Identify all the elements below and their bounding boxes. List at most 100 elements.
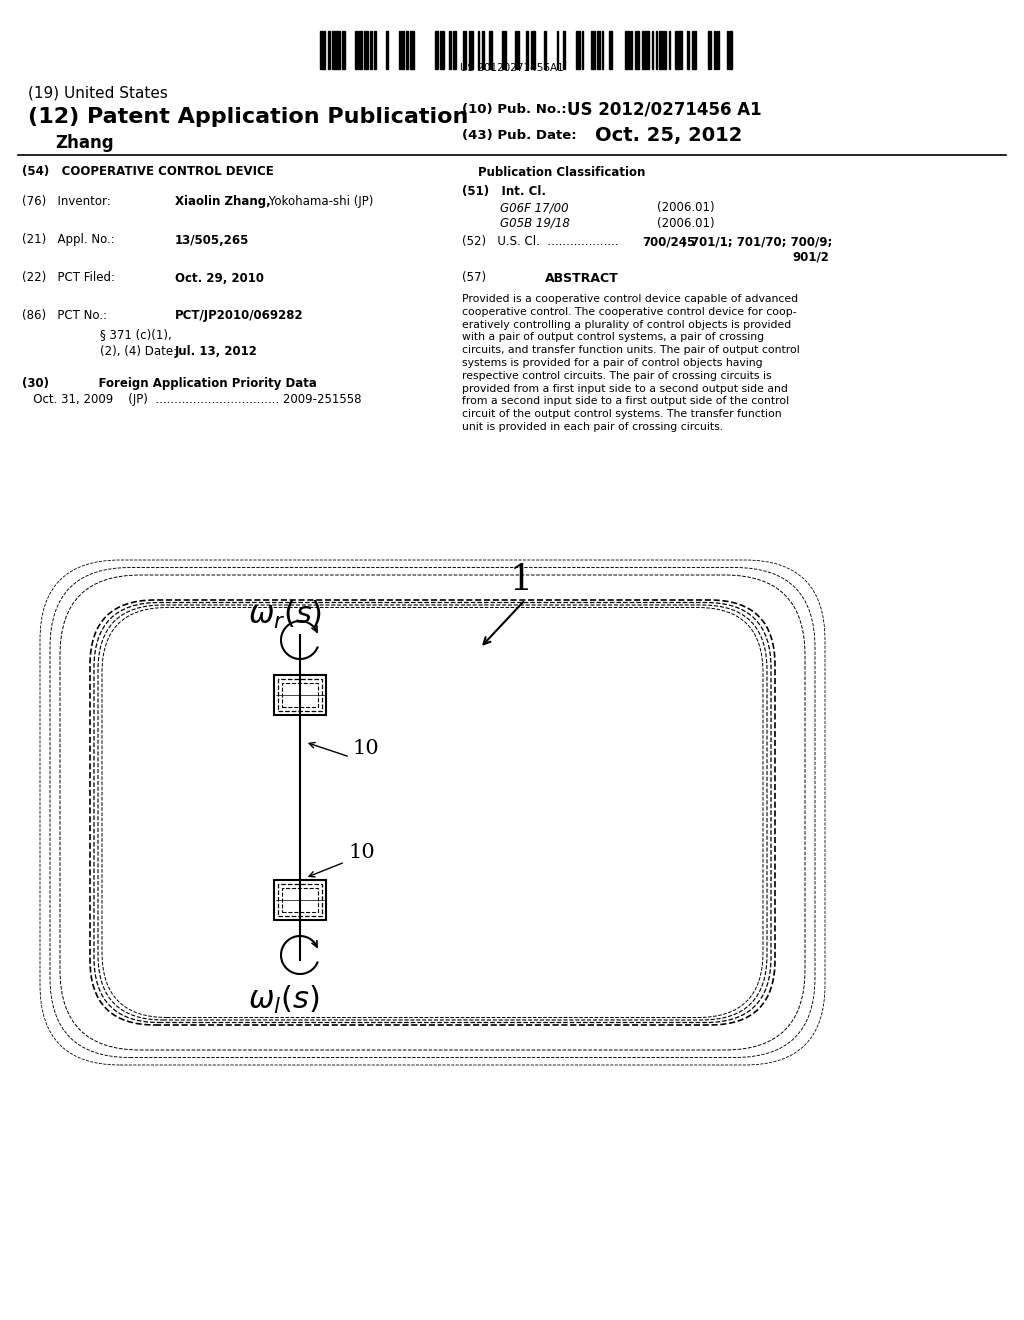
Text: (2), (4) Date:: (2), (4) Date: [100, 346, 177, 359]
Bar [642, 30, 646, 69]
Bar [332, 30, 336, 69]
Bar [336, 30, 340, 69]
Text: (19) United States: (19) United States [28, 86, 168, 100]
Text: $\omega_l(s)$: $\omega_l(s)$ [248, 983, 319, 1016]
Text: Publication Classification: Publication Classification [478, 165, 646, 178]
Text: unit is provided in each pair of crossing circuits.: unit is provided in each pair of crossin… [462, 422, 723, 432]
Bar [410, 30, 412, 69]
Text: Jul. 13, 2012: Jul. 13, 2012 [175, 346, 258, 359]
Bar [517, 30, 519, 69]
Bar [544, 30, 546, 69]
Text: with a pair of output control systems, a pair of crossing: with a pair of output control systems, a… [462, 333, 764, 342]
Bar [730, 30, 732, 69]
Bar [502, 30, 506, 69]
Bar [469, 30, 473, 69]
Text: (2006.01): (2006.01) [657, 216, 715, 230]
Bar [630, 30, 632, 69]
Text: ; 701/1; 701/70; 700/9;: ; 701/1; 701/70; 700/9; [682, 235, 833, 248]
Bar [282, 888, 318, 912]
Text: Oct. 31, 2009    (JP)  ................................. 2009-251558: Oct. 31, 2009 (JP) .....................… [22, 393, 361, 407]
Text: 901/2: 901/2 [792, 251, 828, 264]
Bar [687, 30, 689, 69]
Bar [401, 30, 404, 69]
Text: G06F 17/00: G06F 17/00 [500, 202, 568, 214]
Text: circuits, and transfer function units. The pair of output control: circuits, and transfer function units. T… [462, 346, 800, 355]
Bar [659, 30, 663, 69]
Text: ABSTRACT: ABSTRACT [545, 272, 618, 285]
Text: Yokohama-shi (JP): Yokohama-shi (JP) [265, 195, 374, 209]
Bar [274, 880, 326, 920]
Bar [531, 30, 534, 69]
Text: (2006.01): (2006.01) [657, 202, 715, 214]
Bar [482, 30, 484, 69]
Bar [563, 30, 565, 69]
Bar [374, 30, 376, 69]
Text: US 2012/0271456 A1: US 2012/0271456 A1 [567, 102, 762, 119]
Bar [692, 30, 696, 69]
Text: 13/505,265: 13/505,265 [175, 234, 250, 247]
Bar [274, 675, 326, 715]
Bar [342, 30, 345, 69]
Text: (22)   PCT Filed:: (22) PCT Filed: [22, 272, 115, 285]
Bar [625, 30, 629, 69]
Bar [609, 30, 612, 69]
Text: US 20120271456A1: US 20120271456A1 [460, 63, 564, 73]
Text: (12) Patent Application Publication: (12) Patent Application Publication [28, 107, 468, 127]
Bar [591, 30, 595, 69]
Text: 700/245: 700/245 [642, 235, 695, 248]
Text: respective control circuits. The pair of crossing circuits is: respective control circuits. The pair of… [462, 371, 772, 380]
Text: PCT/JP2010/069282: PCT/JP2010/069282 [175, 309, 304, 322]
Text: (86)   PCT No.:: (86) PCT No.: [22, 309, 106, 322]
Text: from a second input side to a first output side of the control: from a second input side to a first outp… [462, 396, 790, 407]
Text: 10: 10 [348, 843, 375, 862]
Text: G05B 19/18: G05B 19/18 [500, 216, 570, 230]
Text: Zhang: Zhang [55, 135, 114, 152]
Text: eratively controlling a plurality of control objects is provided: eratively controlling a plurality of con… [462, 319, 792, 330]
Bar [635, 30, 639, 69]
Text: (21)   Appl. No.:: (21) Appl. No.: [22, 234, 115, 247]
Bar [355, 30, 357, 69]
Bar [370, 30, 372, 69]
Bar [597, 30, 600, 69]
Bar [364, 30, 368, 69]
Text: § 371 (c)(1),: § 371 (c)(1), [100, 329, 172, 342]
Text: $\omega_r(s)$: $\omega_r(s)$ [248, 599, 323, 631]
Text: (10) Pub. No.:: (10) Pub. No.: [462, 103, 566, 116]
Bar [675, 30, 678, 69]
Bar [489, 30, 492, 69]
Bar [463, 30, 466, 69]
Bar [575, 30, 580, 69]
Text: cooperative control. The cooperative control device for coop-: cooperative control. The cooperative con… [462, 306, 797, 317]
Text: (43) Pub. Date:: (43) Pub. Date: [462, 128, 577, 141]
Bar [328, 30, 330, 69]
Bar [449, 30, 451, 69]
Text: systems is provided for a pair of control objects having: systems is provided for a pair of contro… [462, 358, 763, 368]
Bar [435, 30, 438, 69]
Text: provided from a first input side to a second output side and: provided from a first input side to a se… [462, 384, 787, 393]
Text: Oct. 25, 2012: Oct. 25, 2012 [595, 125, 742, 144]
Bar [678, 30, 682, 69]
Bar [319, 30, 322, 69]
Text: (76)   Inventor:: (76) Inventor: [22, 195, 111, 209]
Text: Xiaolin Zhang,: Xiaolin Zhang, [175, 195, 270, 209]
Bar [282, 682, 318, 708]
Text: (57): (57) [462, 272, 486, 285]
Bar [358, 30, 362, 69]
Text: (52)   U.S. Cl.  ...................: (52) U.S. Cl. ................... [462, 235, 618, 248]
Text: (51)   Int. Cl.: (51) Int. Cl. [462, 186, 546, 198]
Bar [412, 30, 414, 69]
Bar [664, 30, 666, 69]
Bar [322, 30, 325, 69]
Bar [646, 30, 649, 69]
Bar [453, 30, 456, 69]
Text: Oct. 29, 2010: Oct. 29, 2010 [175, 272, 264, 285]
Bar [534, 30, 535, 69]
Text: Provided is a cooperative control device capable of advanced: Provided is a cooperative control device… [462, 294, 798, 304]
Text: (54)   COOPERATIVE CONTROL DEVICE: (54) COOPERATIVE CONTROL DEVICE [22, 165, 273, 178]
Bar [406, 30, 408, 69]
Text: (30)            Foreign Application Priority Data: (30) Foreign Application Priority Data [22, 376, 316, 389]
Text: circuit of the output control systems. The transfer function: circuit of the output control systems. T… [462, 409, 781, 420]
Text: 10: 10 [352, 738, 379, 758]
Text: 1: 1 [510, 564, 534, 597]
Bar [278, 884, 322, 916]
